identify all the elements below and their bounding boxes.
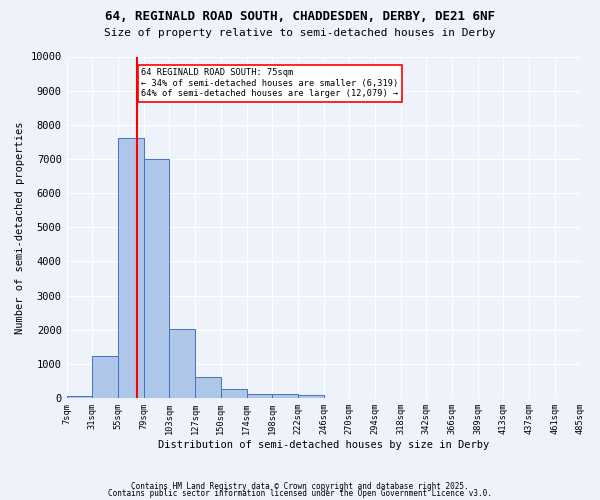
Text: 64, REGINALD ROAD SOUTH, CHADDESDEN, DERBY, DE21 6NF: 64, REGINALD ROAD SOUTH, CHADDESDEN, DER…: [105, 10, 495, 23]
Bar: [92, 356, 118, 398]
Text: 64 REGINALD ROAD SOUTH: 75sqm
← 34% of semi-detached houses are smaller (6,319)
: 64 REGINALD ROAD SOUTH: 75sqm ← 34% of s…: [141, 68, 398, 98]
Bar: [272, 394, 298, 398]
Bar: [221, 389, 247, 398]
Bar: [144, 159, 169, 398]
Y-axis label: Number of semi-detached properties: Number of semi-detached properties: [15, 121, 25, 334]
X-axis label: Distribution of semi-detached houses by size in Derby: Distribution of semi-detached houses by …: [158, 440, 489, 450]
Bar: [195, 377, 221, 398]
Text: Contains public sector information licensed under the Open Government Licence v3: Contains public sector information licen…: [108, 490, 492, 498]
Bar: [118, 138, 144, 398]
Bar: [169, 329, 195, 398]
Bar: [298, 396, 323, 398]
Bar: [247, 394, 272, 398]
Bar: [67, 396, 92, 398]
Text: Contains HM Land Registry data © Crown copyright and database right 2025.: Contains HM Land Registry data © Crown c…: [131, 482, 469, 491]
Text: Size of property relative to semi-detached houses in Derby: Size of property relative to semi-detach…: [104, 28, 496, 38]
